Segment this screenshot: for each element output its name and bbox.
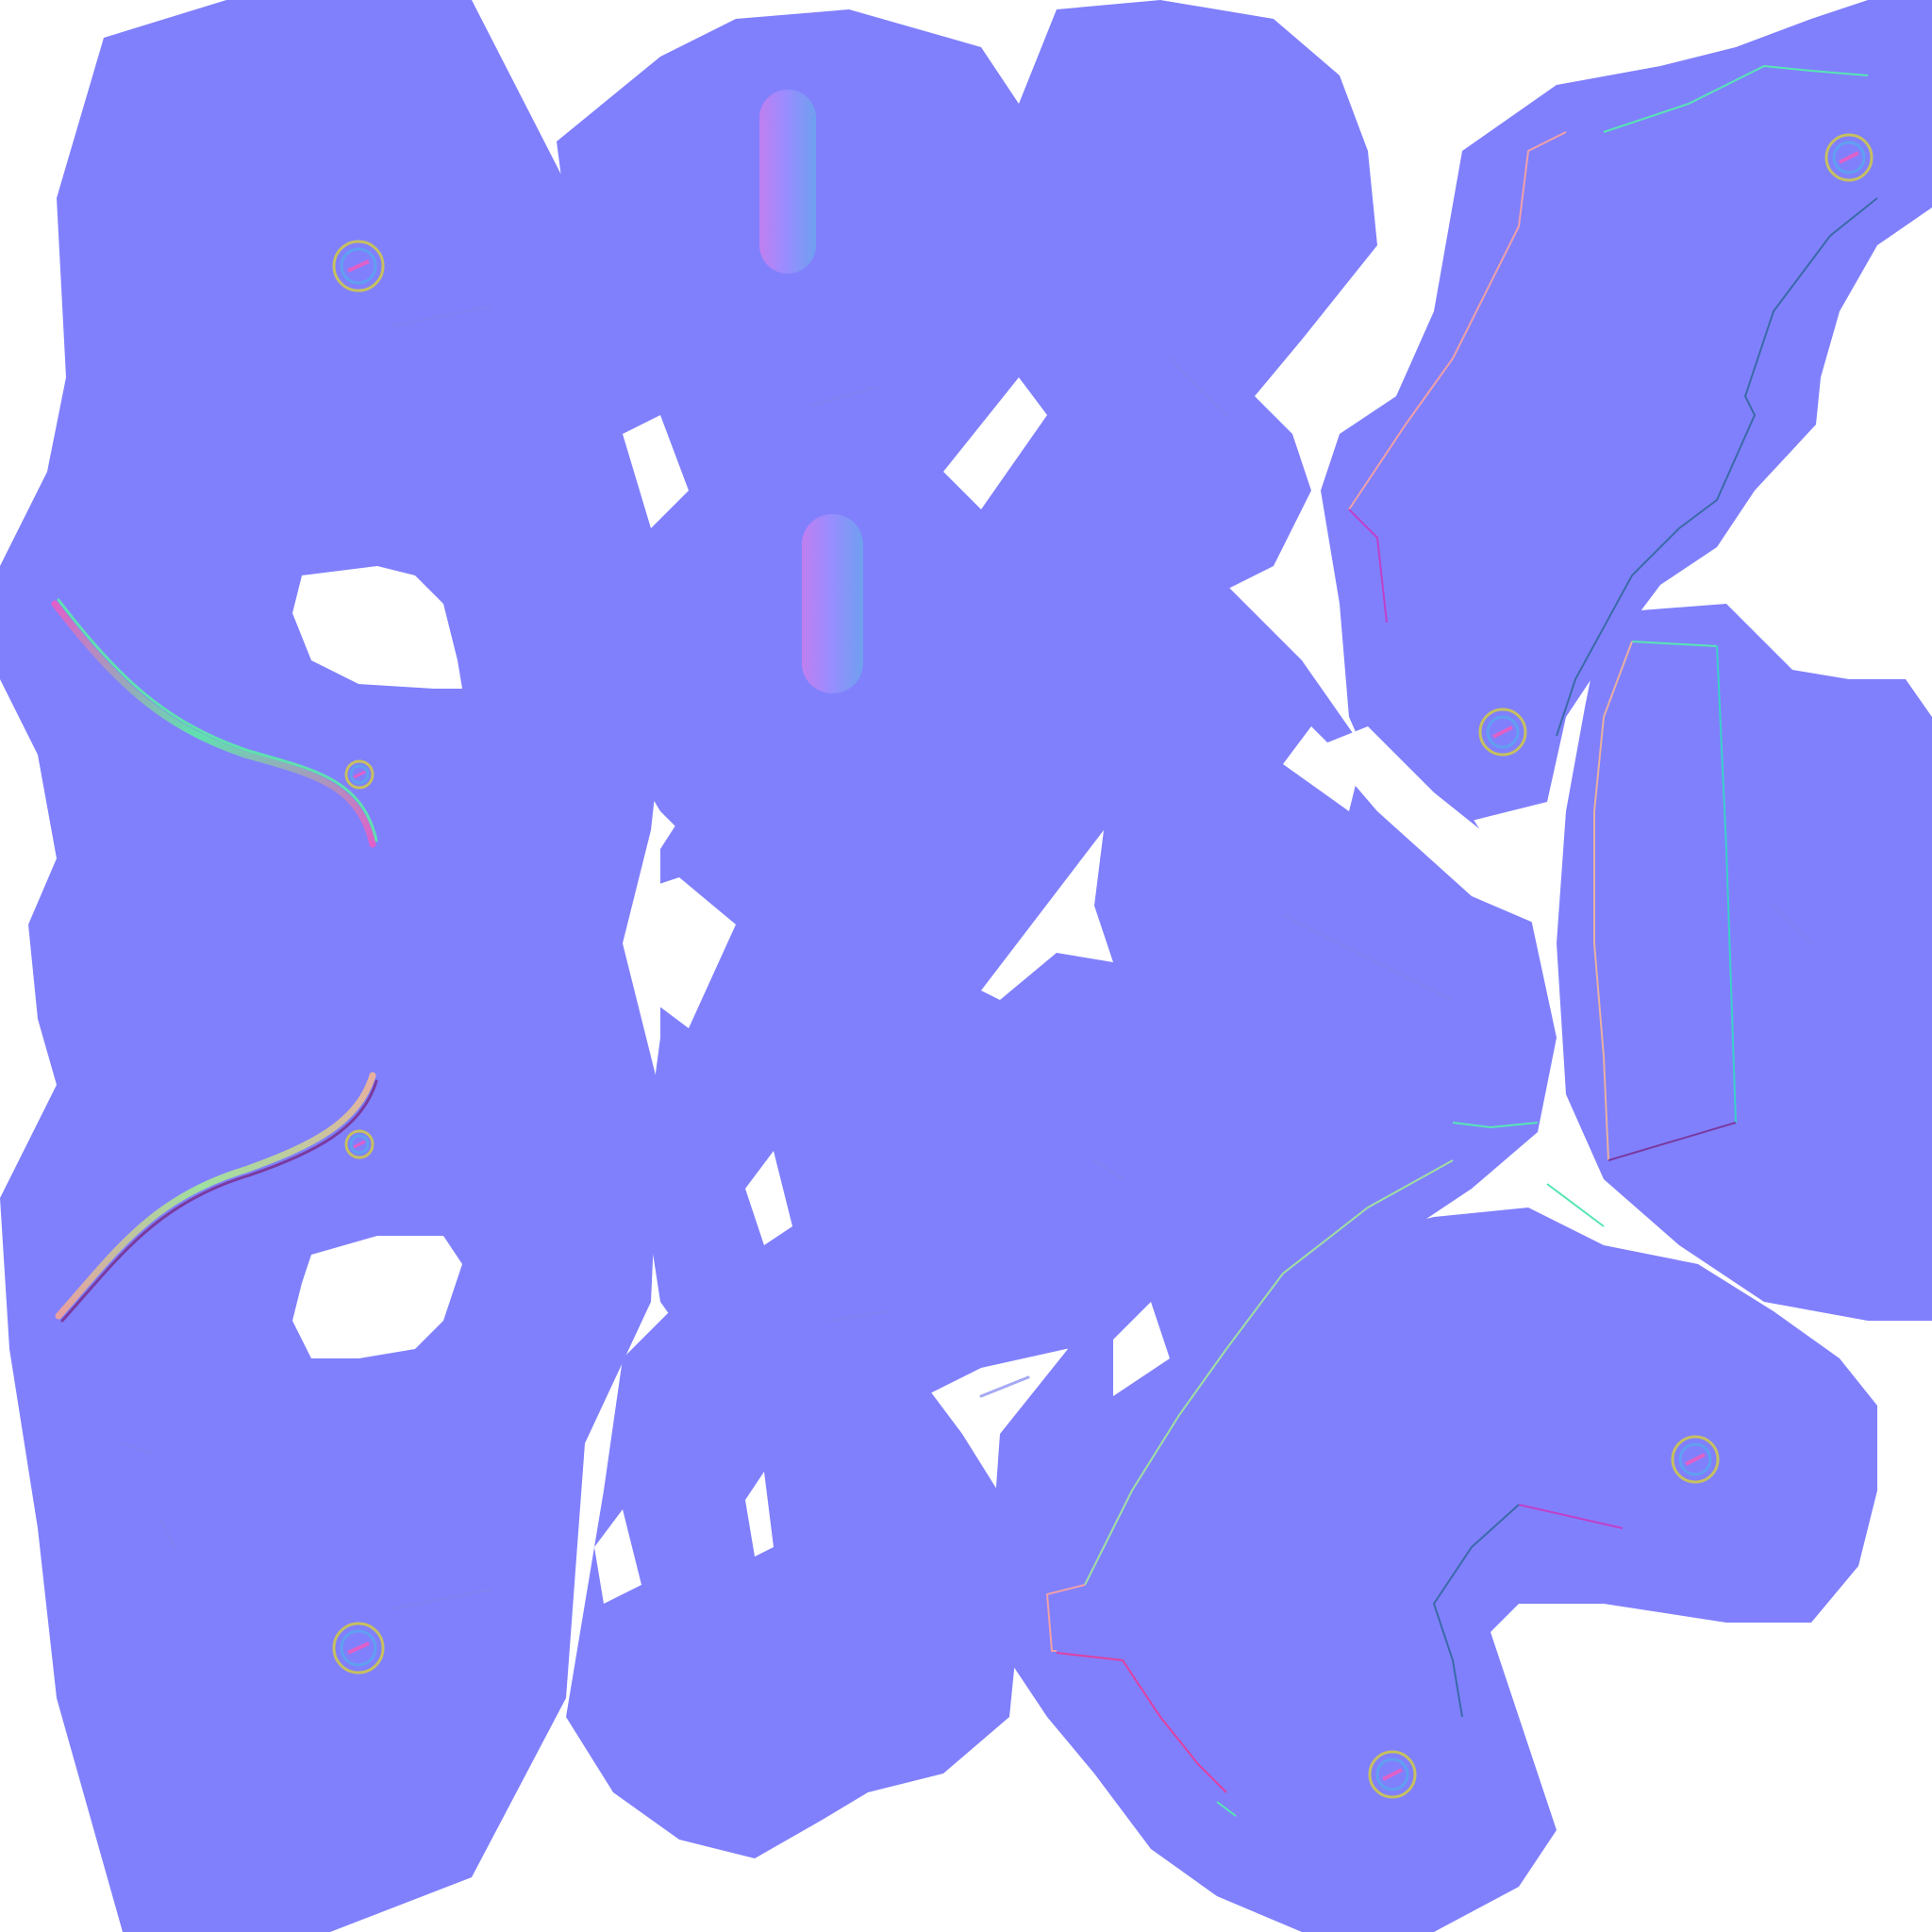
uv-island-right-panel (1557, 604, 1932, 1321)
seam-line (1593, 641, 1633, 1161)
scratch-mark (979, 1375, 1030, 1398)
hole-left-upper (292, 566, 462, 689)
uv-island-bottom-right (991, 1208, 1877, 1932)
hole-center-wedge (981, 830, 1113, 1000)
slotted-screw-icon (344, 1129, 375, 1159)
scratch-mark (121, 1441, 153, 1455)
curved-groove-highlight (60, 1079, 378, 1323)
seam-line (1607, 1122, 1737, 1161)
hole-center-slit-2 (943, 377, 1047, 509)
seam-line (1716, 645, 1737, 1124)
hole-bottom-wedge (594, 1509, 641, 1604)
seam-line (1452, 1122, 1539, 1129)
hole-lower-slit (1113, 1302, 1170, 1396)
scratch-mark (390, 1588, 492, 1610)
slotted-screw-icon (1368, 1750, 1417, 1799)
hole-center-left-notch (651, 877, 736, 1028)
seam-line (1056, 1652, 1227, 1793)
hole-center-slit-1 (623, 415, 689, 528)
slotted-screw-icon (332, 240, 385, 292)
scratch-mark (1281, 913, 1455, 1002)
uv-island-left-column (0, 0, 670, 1932)
slotted-screw-icon (344, 759, 375, 790)
scratch-mark (390, 305, 492, 327)
seam-line (1546, 1183, 1605, 1227)
seam-line (1603, 64, 1869, 133)
pin-bumps (759, 90, 863, 693)
scratch-mark (1168, 357, 1228, 417)
scratches (121, 305, 1813, 1610)
slotted-screw-icon (332, 1622, 385, 1674)
hole-lower-notch (745, 1151, 792, 1245)
seam-line (1084, 1159, 1454, 1586)
hole-mid-gap (1321, 726, 1538, 924)
screws (332, 133, 1874, 1799)
seam-line (1216, 1801, 1237, 1817)
uv-island-top-right-strip (1321, 0, 1932, 821)
uv-holes (292, 377, 1538, 1604)
seams (1045, 64, 1878, 1817)
pin-bump-icon (802, 514, 863, 693)
uv-island-bottom-center (566, 1283, 1019, 1858)
slotted-screw-icon (1824, 133, 1874, 182)
slotted-screw-icon (1478, 708, 1527, 757)
curved-groove-icon (55, 1072, 376, 1320)
slotted-screw-icon (1671, 1435, 1720, 1484)
seam-line (1348, 508, 1388, 624)
seam-line (1348, 131, 1567, 510)
seam-line (1556, 197, 1878, 737)
seam-line (1631, 641, 1718, 647)
scratch-mark (1772, 904, 1813, 945)
hole-left-lower (292, 1236, 462, 1358)
seam-line (1432, 1504, 1520, 1718)
scratch-mark (809, 385, 879, 408)
pin-bump-icon (759, 90, 816, 274)
scratch-mark (158, 1517, 176, 1549)
curved-groove-icon (51, 600, 376, 848)
seam-line (1045, 1584, 1086, 1652)
seam-line (1518, 1504, 1624, 1529)
scratch-mark (828, 1309, 889, 1323)
grooves (51, 598, 378, 1323)
hole-center-right-notch (1283, 726, 1358, 811)
scratch-mark (1092, 1158, 1124, 1181)
hole-bottom-slit (745, 1472, 774, 1557)
curved-groove-highlight (57, 598, 378, 842)
